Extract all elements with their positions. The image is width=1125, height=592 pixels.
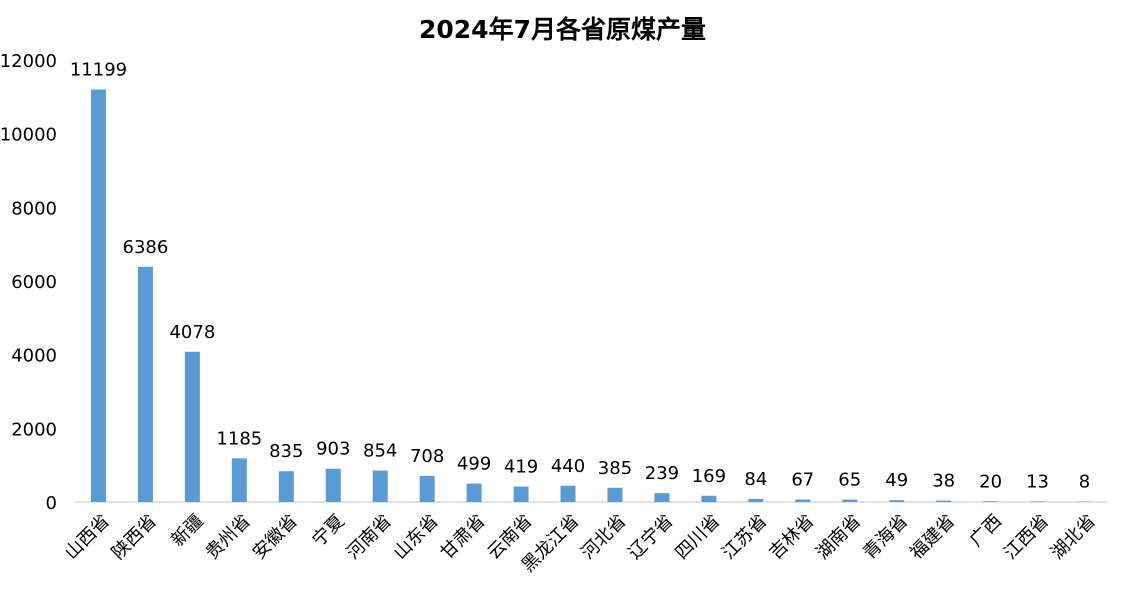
x-axis-labels: 山西省陕西省新疆贵州省安徽省宁夏河南省山东省甘肃省云南省黑龙江省河北省辽宁省四川… [61, 511, 1100, 577]
bar [185, 352, 200, 502]
bar [561, 486, 576, 502]
x-tick-label: 湖南省 [812, 511, 865, 564]
data-label: 67 [791, 470, 814, 491]
bar [326, 469, 341, 502]
bar [232, 458, 247, 502]
data-label: 239 [645, 463, 679, 484]
data-label: 419 [504, 457, 538, 478]
bar [795, 500, 810, 502]
data-label: 854 [363, 441, 397, 462]
data-label: 1185 [216, 428, 262, 449]
data-label: 49 [885, 470, 908, 491]
y-tick-label: 0 [46, 493, 57, 514]
bar [701, 496, 716, 502]
bar [420, 476, 435, 502]
x-tick-label: 山西省 [61, 511, 114, 564]
x-tick-label: 广西 [966, 511, 1006, 551]
bar [279, 471, 294, 502]
bar [138, 267, 153, 502]
x-tick-label: 青海省 [859, 511, 912, 564]
x-tick-label: 河北省 [577, 511, 630, 564]
data-label: 84 [744, 469, 767, 490]
data-label: 11199 [70, 60, 127, 81]
x-tick-label: 安徽省 [249, 511, 302, 564]
chart-title: 2024年7月各省原煤产量 [0, 10, 1125, 46]
x-tick-label: 新疆 [168, 511, 208, 551]
data-label: 38 [932, 471, 955, 492]
bar [748, 499, 763, 502]
data-label: 499 [457, 454, 491, 475]
x-tick-label: 湖北省 [1047, 511, 1100, 564]
y-axis-labels: 0 2000 4000 6000 8000 10000 12000 [0, 51, 57, 514]
data-label: 13 [1026, 472, 1049, 493]
data-label: 6386 [123, 237, 169, 258]
x-tick-label: 陕西省 [108, 511, 161, 564]
x-tick-label: 四川省 [671, 511, 724, 564]
data-label: 20 [979, 471, 1002, 492]
y-tick-label: 2000 [11, 419, 57, 440]
data-label: 708 [410, 446, 444, 467]
bar [889, 500, 904, 502]
x-tick-label: 河南省 [343, 511, 396, 564]
data-label: 440 [551, 456, 585, 477]
data-labels: 11199 6386 4078 1185 835 903 854 708 499 419 440 38… [70, 60, 1090, 493]
data-label: 4078 [169, 322, 215, 343]
x-tick-label: 吉林省 [765, 511, 818, 564]
data-label: 835 [269, 441, 303, 462]
y-tick-label: 12000 [0, 51, 57, 72]
y-tick-label: 6000 [11, 272, 57, 293]
bar [607, 488, 622, 502]
data-label: 65 [838, 470, 861, 491]
x-tick-label: 甘肃省 [437, 511, 490, 564]
bar [373, 471, 388, 502]
bar [514, 487, 529, 502]
x-tick-label: 山东省 [390, 511, 443, 564]
y-tick-label: 4000 [11, 346, 57, 367]
x-tick-label: 江苏省 [718, 511, 771, 564]
y-tick-label: 10000 [0, 125, 57, 146]
data-label: 169 [692, 466, 726, 487]
x-tick-label: 贵州省 [202, 511, 255, 564]
bar [983, 501, 998, 502]
bar [842, 500, 857, 502]
bar [91, 90, 106, 502]
bar [467, 484, 482, 502]
x-tick-label: 宁夏 [308, 511, 348, 551]
bar [654, 493, 669, 502]
x-tick-label: 辽宁省 [624, 511, 677, 564]
x-tick-label: 江西省 [1000, 511, 1053, 564]
data-label: 903 [316, 439, 350, 460]
bar [936, 501, 951, 502]
y-tick-label: 8000 [11, 198, 57, 219]
data-label: 385 [598, 458, 632, 479]
data-label: 8 [1079, 472, 1090, 493]
x-tick-label: 福建省 [906, 511, 959, 564]
